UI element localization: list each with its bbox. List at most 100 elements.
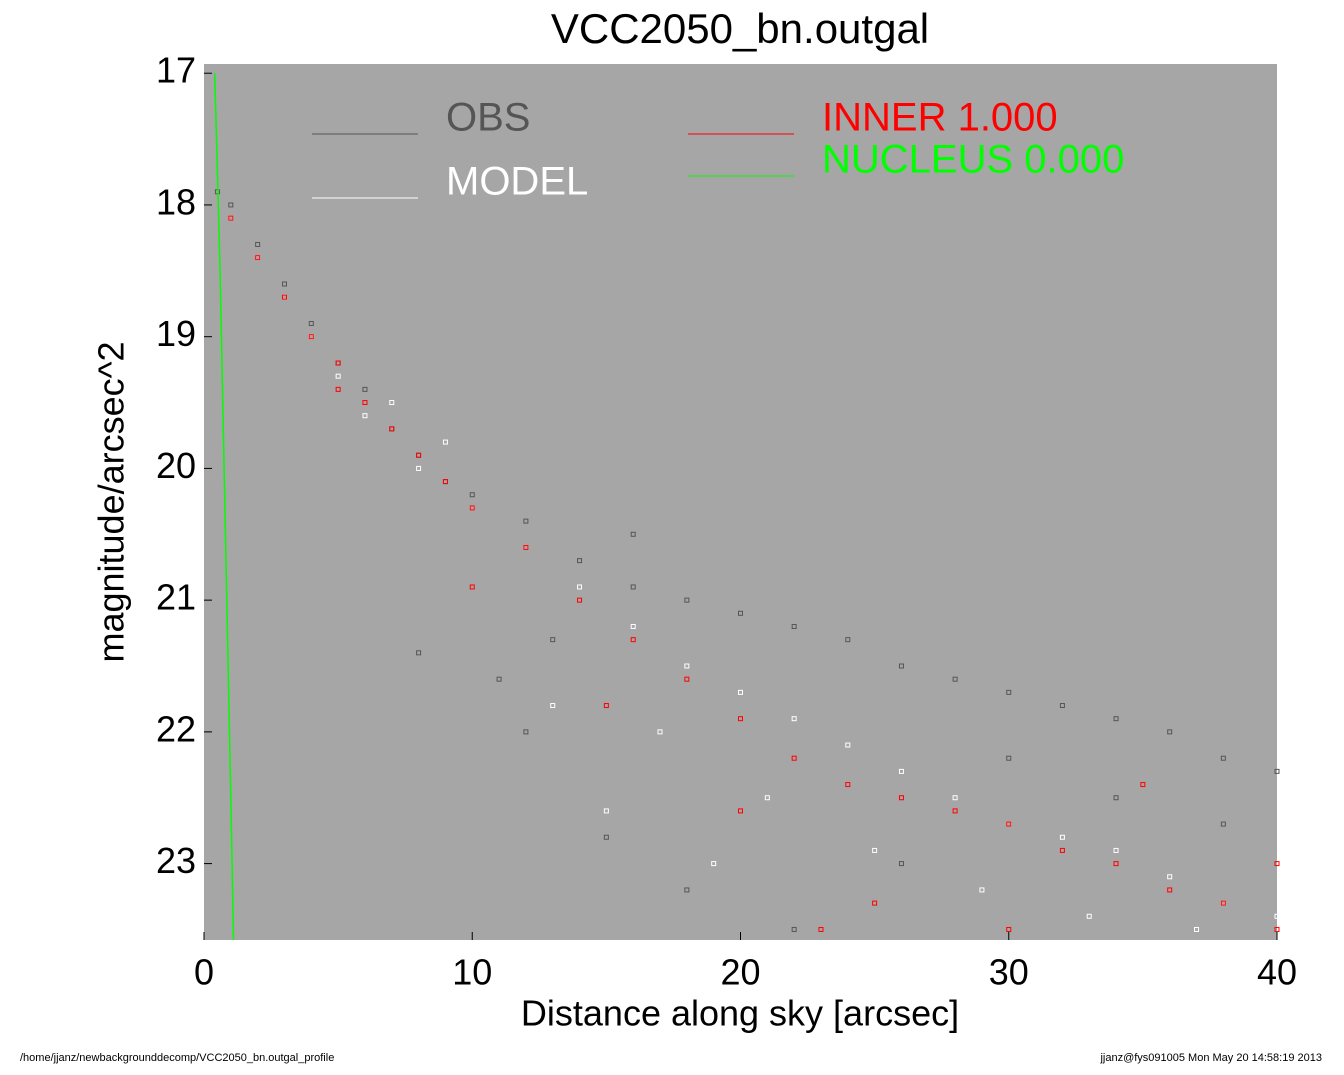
footer-left: /home/jjanz/newbackgrounddecomp/VCC2050_… — [20, 1052, 334, 1064]
data-point — [362, 413, 368, 419]
x-tick-label: 10 — [452, 952, 492, 993]
data-point — [362, 400, 368, 406]
data-point — [952, 808, 958, 814]
data-point — [898, 663, 904, 669]
data-point — [1059, 703, 1065, 709]
data-point — [442, 479, 448, 485]
data-point — [791, 716, 797, 722]
data-point — [630, 584, 636, 590]
data-point — [657, 729, 663, 735]
data-point — [1006, 755, 1012, 761]
data-point — [416, 465, 422, 471]
y-tick-label: 21 — [156, 577, 196, 618]
data-point — [952, 795, 958, 801]
data-point — [898, 795, 904, 801]
data-point — [1006, 821, 1012, 827]
data-point — [1140, 782, 1146, 788]
data-point — [845, 742, 851, 748]
data-point — [1113, 861, 1119, 867]
data-point — [1059, 847, 1065, 853]
data-point — [1086, 913, 1092, 919]
data-point — [603, 834, 609, 840]
data-point — [523, 729, 529, 735]
y-tick-label: 23 — [156, 840, 196, 881]
data-point — [845, 782, 851, 788]
data-point — [711, 861, 717, 867]
data-point — [603, 703, 609, 709]
data-point — [684, 597, 690, 603]
data-point — [469, 505, 475, 511]
data-point — [1274, 913, 1280, 919]
data-point — [738, 610, 743, 616]
data-point — [738, 689, 743, 695]
y-tick-label: 22 — [156, 708, 196, 749]
data-point — [1167, 887, 1173, 893]
data-point — [791, 755, 797, 761]
data-point — [738, 808, 743, 814]
data-point — [630, 531, 636, 537]
data-point — [630, 623, 636, 629]
data-point — [335, 360, 341, 366]
data-point — [738, 716, 743, 722]
y-tick-label: 20 — [156, 445, 196, 486]
data-point — [1167, 874, 1173, 880]
data-point — [550, 637, 556, 643]
data-point — [1006, 926, 1012, 932]
data-point — [684, 676, 690, 682]
data-point — [469, 492, 475, 498]
data-point — [228, 202, 234, 208]
data-point — [630, 637, 636, 643]
data-point — [255, 241, 261, 247]
legend-label: MODEL — [446, 160, 588, 204]
x-tick-label: 20 — [720, 952, 760, 993]
data-point — [416, 650, 422, 656]
nucleus-line — [213, 73, 235, 941]
data-point — [898, 768, 904, 774]
x-tick-label: 0 — [194, 952, 214, 993]
y-tick-label: 18 — [156, 181, 196, 222]
x-axis-label: Distance along sky [arcsec] — [521, 993, 959, 1034]
data-point — [1274, 926, 1280, 932]
data-point — [577, 558, 583, 564]
data-point — [335, 373, 341, 379]
data-point — [1220, 900, 1226, 906]
data-point — [389, 400, 395, 406]
data-point — [281, 281, 287, 287]
data-point — [1274, 768, 1280, 774]
data-point — [1006, 689, 1012, 695]
data-point — [952, 676, 958, 682]
footer-right: jjanz@fys091005 Mon May 20 14:58:19 2013 — [1099, 1052, 1322, 1064]
x-tick-label: 40 — [1257, 952, 1297, 993]
marks — [213, 73, 1280, 941]
data-point — [550, 703, 556, 709]
data-point — [335, 386, 341, 392]
data-point — [228, 215, 234, 221]
data-point — [1274, 861, 1280, 867]
data-point — [577, 584, 583, 590]
data-point — [308, 334, 314, 340]
data-point — [872, 847, 878, 853]
data-point — [523, 544, 529, 550]
y-tick-label: 19 — [156, 313, 196, 354]
plot-area — [204, 64, 1277, 940]
data-point — [1167, 729, 1173, 735]
data-point — [898, 861, 904, 867]
data-point — [308, 321, 314, 327]
data-point — [281, 294, 287, 300]
data-point — [442, 439, 448, 445]
data-point — [1113, 716, 1119, 722]
data-point — [469, 584, 475, 590]
data-point — [872, 900, 878, 906]
legend-label: INNER 1.000 — [822, 96, 1058, 140]
y-tick-label: 17 — [156, 50, 196, 91]
y-axis-label: magnitude/arcsec^2 — [91, 341, 132, 662]
data-point — [684, 663, 690, 669]
data-point — [523, 518, 529, 524]
data-point — [818, 926, 824, 932]
data-point — [845, 637, 851, 643]
data-point — [1220, 755, 1226, 761]
data-point — [603, 808, 609, 814]
data-point — [577, 597, 583, 603]
